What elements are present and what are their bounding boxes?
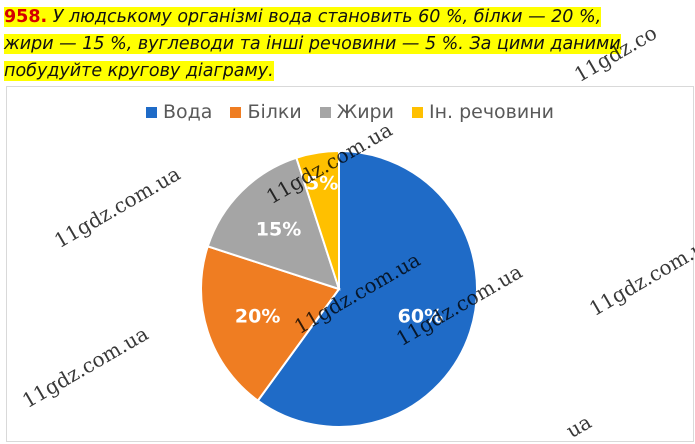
pie-slice-bilky [200,245,341,403]
legend-label-zhyry: Жири [336,101,394,123]
legend-swatch-bilky [230,106,242,118]
pie-chart: Вода Білки Жири Ін. речовини 60% 20% 15% 5% [6,86,694,442]
legend-item-zhyry: Жири [319,101,394,123]
legend-item-inshi: Ін. речовини [411,101,554,123]
legend-item-voda: Вода [145,101,213,123]
data-label-zhyry: 15% [256,218,301,240]
legend-swatch-zhyry [319,106,331,118]
legend-swatch-inshi [411,106,423,118]
task-line-1: 958. У людському організмі вода становит… [4,7,602,27]
chart-legend: Вода Білки Жири Ін. речовини [7,101,693,123]
pie-slice-inshi [295,149,340,290]
legend-swatch-voda [145,106,157,118]
task-line-2: жири — 15 %, вуглеводи та інші речовини … [4,34,621,54]
data-label-inshi: 5% [306,173,338,195]
data-label-bilky: 20% [235,305,280,327]
legend-item-bilky: Білки [230,101,302,123]
pie-slice-voda [256,149,478,428]
data-label-voda: 60% [398,305,443,327]
task-number: 958. [4,7,48,27]
legend-label-bilky: Білки [247,101,302,123]
pie-svg: 60% 20% 15% 5% [200,149,478,428]
task-line-3: побудуйте кругову діаграму. [4,61,274,81]
legend-label-inshi: Ін. речовини [428,101,554,123]
task-text: 958. У людському організмі вода становит… [4,4,692,85]
legend-label-voda: Вода [162,101,213,123]
